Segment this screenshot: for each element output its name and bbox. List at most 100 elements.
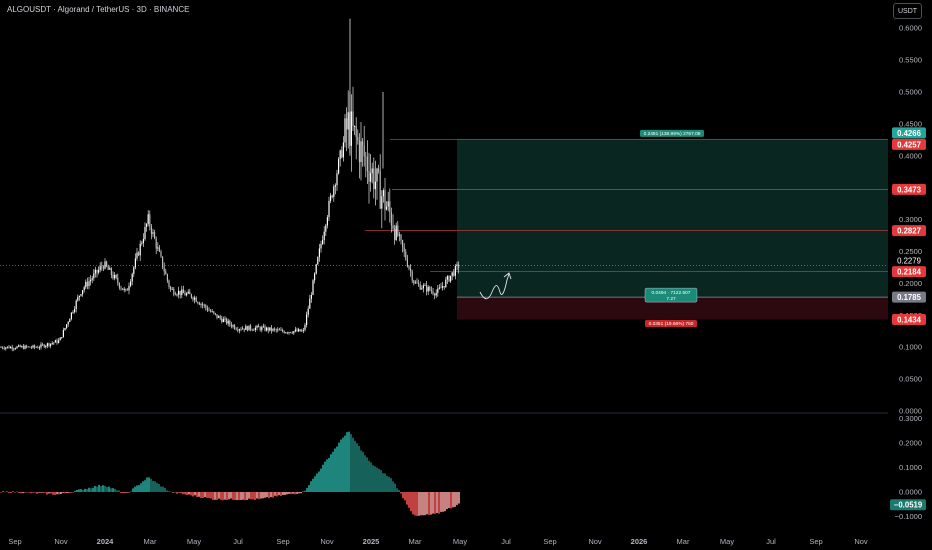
projection-path-drawing[interactable]: [479, 273, 510, 300]
candle-body: [307, 308, 309, 315]
price-axis-tick: 0.3000: [899, 215, 922, 224]
candle-body: [384, 190, 386, 210]
candle-body: [400, 234, 402, 241]
oscillator-bar: [386, 475, 388, 492]
oscillator-bar: [224, 492, 226, 500]
candle-body: [440, 287, 442, 289]
oscillator-bar: [380, 470, 382, 492]
oscillator-bar: [156, 482, 158, 492]
candle-body: [45, 345, 47, 348]
candle-body: [80, 294, 82, 296]
candle-body: [181, 289, 183, 295]
candle-body: [283, 331, 285, 333]
candle-body: [421, 288, 423, 290]
candle-body: [210, 310, 212, 312]
oscillator-bar: [448, 492, 450, 509]
oscillator-bar: [352, 437, 354, 492]
candle-body: [162, 256, 164, 268]
candle-body: [363, 145, 365, 157]
candle-body: [197, 302, 199, 304]
oscillator-bar: [196, 492, 198, 497]
candle-body: [123, 288, 125, 290]
oscillator-bar: [230, 492, 232, 499]
candle-body: [290, 332, 292, 333]
oscillator-bar: [4, 491, 6, 493]
oscillator-bar: [444, 492, 446, 512]
price-badge: [892, 138, 926, 150]
oscillator-bar: [260, 492, 262, 499]
oscillator-bar: [106, 487, 108, 492]
oscillator-bar: [404, 492, 406, 501]
oscillator-bar: [212, 492, 214, 500]
time-axis-label: Nov: [588, 537, 602, 546]
oscillator-bar: [290, 492, 292, 495]
oscillator-bar: [200, 492, 202, 499]
candle-body: [304, 324, 306, 330]
candle-body: [238, 329, 240, 331]
candle-body: [174, 294, 176, 296]
candle-body: [355, 126, 357, 137]
candle-body: [411, 271, 413, 281]
oscillator-bar: [238, 492, 240, 501]
candle-body: [374, 181, 376, 190]
symbol-title[interactable]: ALGOUSDT · Algorand / TetherUS · 3D · BI…: [7, 5, 190, 14]
oscillator-bar: [88, 487, 90, 492]
oscillator-bar: [378, 468, 380, 492]
candle-body: [53, 342, 55, 344]
oscillator-bar: [132, 488, 134, 492]
candle-body: [142, 239, 144, 244]
candle-body: [128, 285, 130, 291]
oscillator-bar: [180, 492, 182, 494]
target-label: 0.2481 (138.99%) 2767.09: [644, 131, 701, 137]
oscillator-bar: [174, 491, 176, 493]
price-badge-label: 0.4266: [897, 129, 922, 138]
oscillator-bar: [100, 485, 102, 492]
candle-body: [93, 273, 95, 279]
oscillator-bar: [170, 491, 172, 493]
stop-zone[interactable]: [457, 297, 888, 320]
candle-body: [106, 261, 108, 267]
oscillator-bar: [246, 492, 248, 500]
candle-body: [38, 347, 40, 349]
candle-body: [277, 329, 279, 331]
candle-body: [448, 276, 450, 282]
oscillator-bar: [356, 443, 358, 492]
candle-body: [397, 225, 399, 236]
price-badge-label: 0.4257: [897, 140, 921, 149]
oscillator-bar: [234, 492, 236, 501]
oscillator-bar: [162, 486, 164, 492]
candle-body: [328, 200, 330, 218]
candle-body: [408, 266, 410, 269]
candle-body: [192, 297, 194, 300]
candle-body: [267, 327, 269, 331]
oscillator-bar: [22, 492, 24, 494]
oscillator-bar: [114, 488, 116, 492]
candle-body: [341, 150, 343, 158]
oscillator-bar: [332, 451, 334, 492]
oscillator-bar: [310, 481, 312, 492]
candle-body: [253, 329, 255, 331]
oscillator-bar: [44, 492, 46, 493]
candle-body: [2, 347, 4, 349]
oscillator-axis-tick: 0.1000: [899, 463, 922, 472]
oscillator-bar: [96, 486, 98, 492]
oscillator-bar: [218, 492, 220, 499]
candle-body: [219, 316, 221, 319]
time-axis-label: May: [720, 537, 734, 546]
currency-button[interactable]: USDT: [893, 3, 922, 19]
oscillator-bar: [348, 431, 350, 492]
arrow-head-icon: [503, 272, 512, 280]
oscillator-bar: [166, 490, 168, 492]
candle-body: [203, 305, 205, 306]
candle-body: [258, 325, 260, 328]
candle-body: [245, 326, 247, 330]
candle-body: [331, 195, 333, 197]
oscillator-bar: [24, 492, 26, 493]
oscillator-bar: [214, 492, 216, 500]
oscillator-bar: [124, 492, 126, 494]
oscillator-bar: [26, 492, 28, 493]
candle-body: [310, 294, 312, 299]
candle-body: [77, 297, 79, 301]
target-zone[interactable]: [457, 138, 888, 298]
